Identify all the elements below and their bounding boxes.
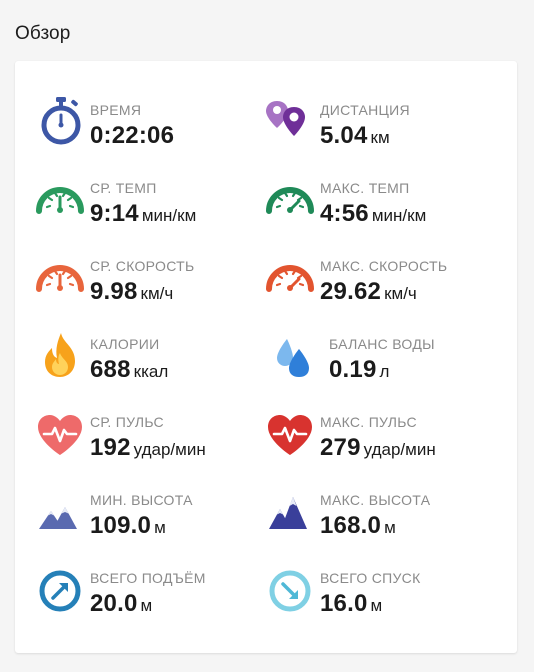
metric-total-ascent: ВСЕГО ПОДЪЁМ 20.0 м: [35, 563, 275, 627]
metric-value: 0.19: [329, 356, 377, 383]
heart-pulse-icon: [265, 407, 321, 463]
gauge-icon: [35, 173, 91, 229]
metric-unit: мин/км: [371, 206, 427, 225]
metric-value: 109.0: [90, 512, 152, 539]
water-drops-icon: [265, 329, 321, 385]
metric-label: ВСЕГО СПУСК: [320, 570, 421, 586]
metric-label: ДИСТАНЦИЯ: [320, 102, 410, 118]
metric-unit: км: [370, 128, 390, 147]
stopwatch-icon: [35, 95, 91, 151]
metric-unit: мин/км: [141, 206, 197, 225]
metric-label: СР. ПУЛЬС: [90, 414, 164, 430]
metric-unit: ккал: [133, 362, 169, 381]
metric-time: ВРЕМЯ 0:22:06: [35, 95, 275, 159]
metric-label: ВРЕМЯ: [90, 102, 142, 118]
section-title: Обзор: [15, 23, 71, 44]
metric-label: МАКС. ТЕМП: [320, 180, 410, 196]
metric-label: КАЛОРИИ: [90, 336, 160, 352]
metric-value: 9.98: [90, 278, 138, 305]
metric-value: 0:22:06: [90, 122, 175, 149]
metric-unit: км/ч: [384, 284, 417, 303]
overview-card: ВРЕМЯ 0:22:06 ДИСТАНЦИЯ 5.04 км: [15, 61, 517, 653]
metric-label: СР. ТЕМП: [90, 180, 157, 196]
metric-unit: м: [154, 518, 166, 537]
metric-label: ВСЕГО ПОДЪЁМ: [90, 570, 206, 586]
metric-unit: км/ч: [140, 284, 174, 303]
metric-value: 16.0: [320, 590, 368, 617]
metric-calories: КАЛОРИИ 688 ккал: [35, 329, 275, 393]
metric-avg-hr: СР. ПУЛЬС 192 удар/мин: [35, 407, 275, 471]
mountains-icon: [265, 485, 321, 541]
gauge-icon: [265, 251, 321, 307]
gauge-icon: [265, 173, 321, 229]
metric-unit: удар/мин: [363, 440, 436, 459]
metric-value: 4:56: [320, 200, 369, 227]
arrow-down-right-circle-icon: [265, 563, 321, 619]
metric-value: 29.62: [320, 278, 382, 305]
metric-water: БАЛАНС ВОДЫ 0.19 л: [265, 329, 505, 393]
metric-max-altitude: МАКС. ВЫСОТА 168.0 м: [265, 485, 505, 549]
gauge-icon: [35, 251, 91, 307]
flame-icon: [35, 329, 91, 385]
metric-min-altitude: МИН. ВЫСОТА 109.0 м: [35, 485, 275, 549]
metric-max-pace: МАКС. ТЕМП 4:56 мин/км: [265, 173, 505, 237]
metric-label: МАКС. ВЫСОТА: [320, 492, 431, 508]
arrow-up-right-circle-icon: [35, 563, 91, 619]
metric-label: БАЛАНС ВОДЫ: [329, 336, 435, 352]
metric-avg-speed: СР. СКОРОСТЬ 9.98 км/ч: [35, 251, 275, 315]
metric-value: 20.0: [90, 590, 138, 617]
metric-label: МИН. ВЫСОТА: [90, 492, 193, 508]
metric-value: 688: [90, 356, 131, 383]
metric-value: 9:14: [90, 200, 139, 227]
metric-max-speed: МАКС. СКОРОСТЬ 29.62 км/ч: [265, 251, 505, 315]
metric-distance: ДИСТАНЦИЯ 5.04 км: [265, 95, 505, 159]
metric-value: 279: [320, 434, 361, 461]
mountains-icon: [35, 485, 91, 541]
metric-unit: м: [370, 596, 383, 615]
metric-value: 5.04: [320, 122, 368, 149]
location-pins-icon: [265, 95, 321, 151]
metric-label: МАКС. ПУЛЬС: [320, 414, 417, 430]
metric-label: СР. СКОРОСТЬ: [90, 258, 195, 274]
metric-label: МАКС. СКОРОСТЬ: [320, 258, 448, 274]
metric-total-descent: ВСЕГО СПУСК 16.0 м: [265, 563, 505, 627]
metric-value: 168.0: [320, 512, 382, 539]
heart-pulse-icon: [35, 407, 91, 463]
metric-unit: м: [384, 518, 396, 537]
metric-max-hr: МАКС. ПУЛЬС 279 удар/мин: [265, 407, 505, 471]
metric-unit: л: [379, 362, 390, 381]
metric-avg-pace: СР. ТЕМП 9:14 мин/км: [35, 173, 275, 237]
metric-value: 192: [90, 434, 131, 461]
metric-unit: м: [140, 596, 153, 615]
metric-unit: удар/мин: [133, 440, 206, 459]
